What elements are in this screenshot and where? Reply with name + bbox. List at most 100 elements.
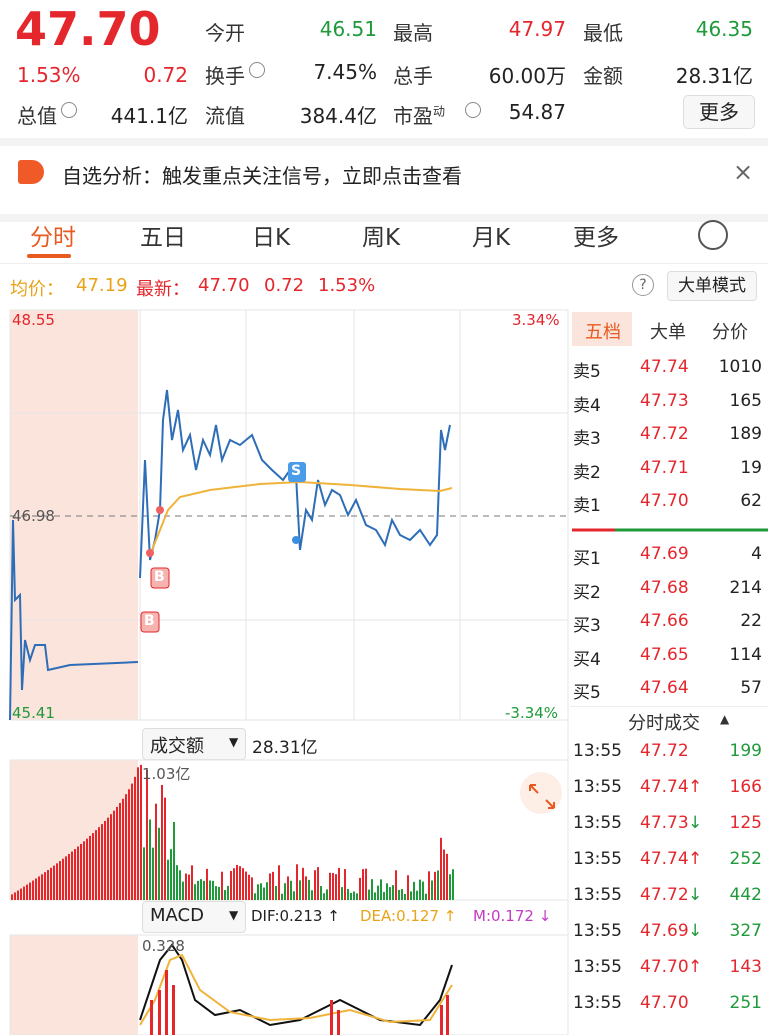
volume-bar bbox=[74, 849, 76, 900]
book-volume: 214 bbox=[729, 577, 762, 598]
volume-total: 28.31亿 bbox=[252, 738, 318, 758]
dif-line bbox=[139, 943, 453, 1027]
book-price: 47.68 bbox=[640, 577, 689, 598]
stat-label: 金额 bbox=[583, 64, 623, 88]
tab: 更多 bbox=[573, 225, 619, 251]
book-volume: 22 bbox=[740, 611, 762, 631]
help-icon[interactable]: ? bbox=[632, 274, 654, 296]
volume-bar bbox=[62, 858, 64, 900]
tab: 日K bbox=[252, 225, 291, 251]
trade-time: 13:55 bbox=[573, 957, 622, 977]
trade-volume: 143 bbox=[729, 957, 762, 977]
info-latest_label: 最新： bbox=[136, 279, 190, 300]
stat-value: 60.00万 bbox=[488, 64, 566, 88]
axis-low-pct: -3.34% bbox=[505, 704, 559, 722]
book-price: 47.71 bbox=[640, 457, 689, 478]
price-line bbox=[139, 389, 451, 579]
pre-market-line bbox=[9, 519, 139, 721]
volume-bar bbox=[290, 880, 292, 900]
volume-bar bbox=[65, 856, 67, 900]
volume-bar bbox=[71, 851, 73, 900]
volume-selector[interactable] bbox=[142, 728, 246, 760]
volume-bar bbox=[419, 879, 421, 900]
book-level: 买1 bbox=[573, 549, 601, 569]
volume-bar bbox=[89, 835, 91, 900]
axis-high: 48.55 bbox=[12, 311, 55, 329]
volume-bar bbox=[440, 837, 442, 900]
volume-bar bbox=[17, 890, 19, 900]
pre-market-shade bbox=[10, 310, 138, 720]
trade-time: 13:55 bbox=[573, 777, 622, 797]
volume-bar bbox=[347, 888, 349, 900]
volume-bar bbox=[278, 865, 280, 900]
book-level: 卖3 bbox=[573, 429, 601, 449]
settings-icon[interactable] bbox=[698, 220, 728, 250]
volume-bar bbox=[296, 864, 298, 900]
volume-bar bbox=[275, 885, 277, 900]
volume-bar bbox=[356, 893, 358, 900]
mode-button[interactable]: 大单模式 bbox=[667, 271, 757, 301]
banner-text[interactable]: 自选分析：触发重点关注信号，立即点击查看 bbox=[62, 164, 462, 188]
volume-bar bbox=[143, 847, 145, 900]
stat-value: 441.1亿 bbox=[110, 104, 188, 128]
volume-bar bbox=[443, 849, 445, 900]
more-button[interactable]: 更多 bbox=[683, 95, 755, 129]
volume-bar bbox=[323, 893, 325, 900]
info-icon bbox=[465, 102, 481, 118]
volume-bar bbox=[380, 879, 382, 900]
volume-bar bbox=[56, 863, 58, 900]
macd-selector[interactable] bbox=[142, 901, 246, 933]
volume-bar bbox=[338, 867, 340, 900]
trade-price: 47.73 bbox=[640, 813, 689, 833]
macd-selector-text: MACD bbox=[150, 905, 204, 926]
trade-time: 13:55 bbox=[573, 849, 622, 869]
volume-bar bbox=[236, 864, 238, 900]
macd-dea: DEA:0.127 ↑ bbox=[360, 907, 457, 925]
volume-bar bbox=[53, 865, 55, 900]
stat-value: 384.4亿 bbox=[299, 104, 377, 128]
macd-m: M:0.172 ↓ bbox=[473, 907, 552, 925]
volume-bar bbox=[317, 867, 319, 900]
book-level: 买3 bbox=[573, 616, 601, 636]
volume-bar bbox=[179, 870, 181, 900]
close-icon[interactable]: × bbox=[733, 158, 754, 186]
pre-market-shade bbox=[10, 935, 138, 1035]
volume-bar bbox=[344, 869, 346, 900]
volume-bar bbox=[119, 802, 121, 900]
tab: 周K bbox=[362, 225, 401, 251]
volume-bar bbox=[59, 861, 61, 900]
axis-mid: 46.98 bbox=[12, 507, 55, 525]
stat-value: 7.45% bbox=[313, 60, 377, 84]
trades-title: 分时成交 bbox=[628, 713, 700, 734]
volume-bar bbox=[110, 814, 112, 900]
tab: 分时 bbox=[30, 225, 76, 251]
volume-bar bbox=[269, 873, 271, 900]
volume-bar bbox=[185, 873, 187, 900]
stat-label: 总值 bbox=[17, 104, 57, 128]
info-avg_label: 均价： bbox=[10, 279, 64, 300]
volume-bar bbox=[128, 789, 130, 900]
book-volume: 114 bbox=[729, 644, 762, 665]
volume-bar bbox=[47, 870, 49, 900]
volume-bar bbox=[350, 892, 352, 900]
volume-bar bbox=[167, 859, 169, 900]
volume-bar bbox=[146, 769, 148, 900]
volume-bar bbox=[266, 882, 268, 900]
trade-arrow: ↑ bbox=[688, 777, 703, 797]
stat-label: 换手 bbox=[205, 64, 245, 88]
volume-bar bbox=[404, 893, 406, 900]
volume-bar bbox=[299, 880, 301, 900]
volume-bar bbox=[239, 866, 241, 900]
stat-label: 最高 bbox=[393, 21, 433, 45]
volume-bar bbox=[434, 871, 436, 900]
book-level: 卖4 bbox=[573, 395, 601, 416]
volume-bar bbox=[131, 783, 133, 900]
volume-bar bbox=[428, 871, 430, 900]
book-tab: 分价 bbox=[712, 322, 748, 343]
trade-arrow: ↑ bbox=[688, 849, 703, 869]
volume-bar bbox=[287, 876, 289, 900]
divider bbox=[0, 263, 768, 264]
speaker-icon bbox=[18, 160, 44, 184]
volume-bar bbox=[14, 892, 16, 900]
volume-bar bbox=[35, 878, 37, 900]
